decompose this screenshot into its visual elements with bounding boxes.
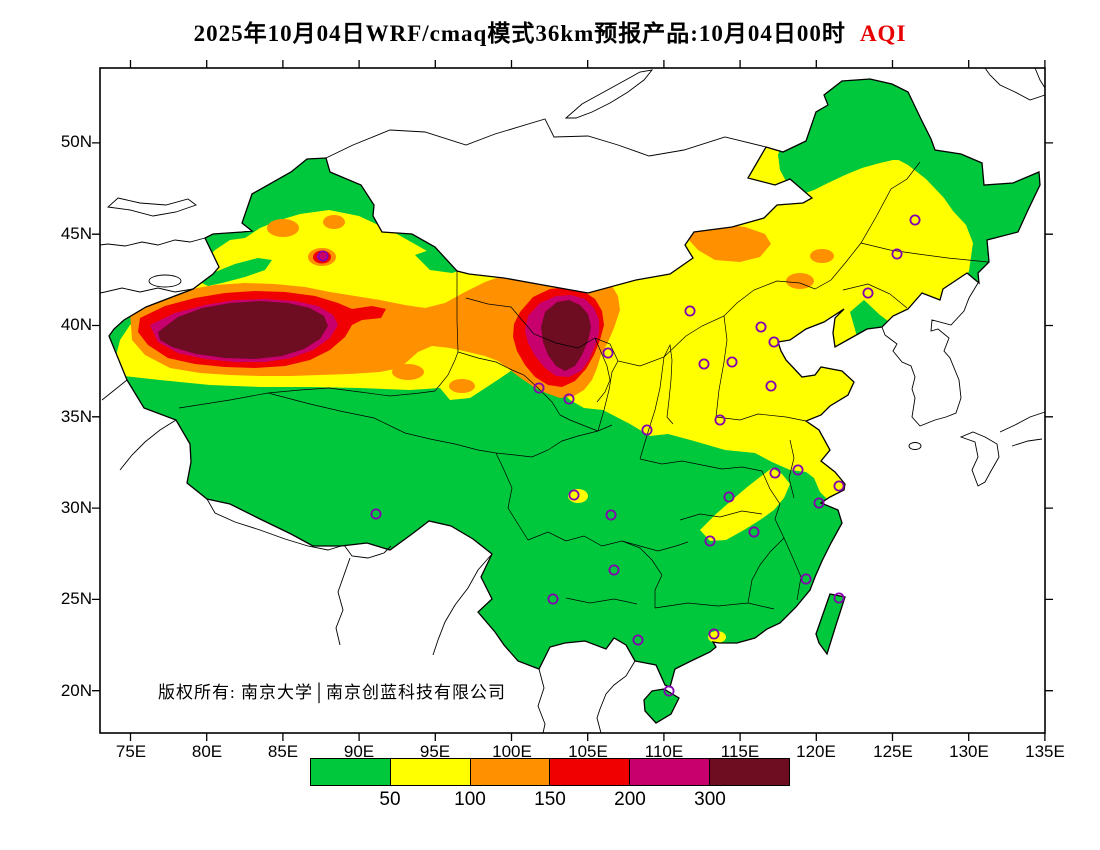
city-marker bbox=[605, 509, 617, 521]
city-marker bbox=[909, 214, 921, 226]
legend-cell-hazardous bbox=[709, 758, 790, 786]
legend-colorbar bbox=[310, 758, 790, 786]
legend-cell-unhealthy bbox=[549, 758, 631, 786]
city-marker bbox=[317, 250, 329, 262]
city-marker bbox=[769, 467, 781, 479]
lat-label-40n: 40N bbox=[60, 315, 92, 334]
city-marker bbox=[723, 491, 735, 503]
city-marker bbox=[714, 414, 726, 426]
city-marker bbox=[726, 356, 738, 368]
lon-label-95e: 95E bbox=[419, 742, 451, 761]
neighbor-borders bbox=[99, 67, 1046, 734]
legend-label-150: 150 bbox=[534, 789, 566, 810]
lat-label-35n: 35N bbox=[60, 407, 92, 426]
lon-label-80e: 80E bbox=[191, 742, 223, 761]
lon-label-115e: 115E bbox=[720, 742, 760, 761]
city-marker bbox=[704, 535, 716, 547]
city-marker bbox=[755, 321, 767, 333]
copyright-text: 版权所有: 南京大学│南京创蓝科技有限公司 bbox=[158, 683, 507, 702]
lat-label-25n: 25N bbox=[60, 589, 92, 608]
city-marker bbox=[608, 564, 620, 576]
city-marker bbox=[698, 358, 710, 370]
lat-label-50n: 50N bbox=[60, 132, 92, 151]
city-marker bbox=[833, 592, 845, 604]
lat-label-45n: 45N bbox=[60, 224, 92, 243]
lon-label-105e: 105E bbox=[568, 742, 608, 761]
jeju-island bbox=[908, 442, 922, 450]
city-marker bbox=[800, 573, 812, 585]
axis-ticks bbox=[92, 60, 1053, 741]
city-marker bbox=[708, 628, 720, 640]
province-borders bbox=[178, 161, 989, 610]
city-marker bbox=[632, 634, 644, 646]
lon-label-125e: 125E bbox=[873, 742, 913, 761]
lat-label-20n: 20N bbox=[60, 681, 92, 700]
city-marker bbox=[792, 464, 804, 476]
title-main: 2025年10月04日WRF/cmaq模式36km预报产品:10月04日00时 bbox=[193, 21, 846, 46]
city-marker bbox=[684, 305, 696, 317]
lon-label-85e: 85E bbox=[267, 742, 299, 761]
china-border bbox=[108, 78, 1041, 724]
city-marker bbox=[370, 508, 382, 520]
legend-label-200: 200 bbox=[614, 789, 646, 810]
lon-label-130e: 130E bbox=[949, 742, 989, 761]
city-marker bbox=[862, 287, 874, 299]
map-frame bbox=[99, 67, 1046, 734]
lon-label-110e: 110E bbox=[644, 742, 684, 761]
lake-issyk-kul bbox=[148, 274, 182, 288]
city-marker bbox=[641, 424, 653, 436]
city-marker bbox=[813, 497, 825, 509]
lat-label-30n: 30N bbox=[60, 498, 92, 517]
legend-cell-usg bbox=[469, 758, 551, 786]
city-marker bbox=[547, 593, 559, 605]
lon-label-100e: 100E bbox=[492, 742, 532, 761]
legend-label-50: 50 bbox=[379, 789, 401, 810]
city-marker bbox=[768, 336, 780, 348]
lon-label-120e: 120E bbox=[796, 742, 836, 761]
legend-cell-very-unhealthy bbox=[629, 758, 711, 786]
legend-cell-good bbox=[310, 758, 391, 786]
title-variable: AQI bbox=[859, 21, 907, 46]
legend-label-100: 100 bbox=[454, 789, 486, 810]
city-marker bbox=[563, 393, 575, 405]
lon-label-90e: 90E bbox=[343, 742, 375, 761]
city-marker bbox=[891, 248, 903, 260]
city-marker bbox=[568, 489, 580, 501]
aqi-region-hazardous bbox=[158, 300, 591, 371]
city-marker bbox=[748, 526, 760, 538]
lon-label-135e: 135E bbox=[1025, 742, 1065, 761]
city-markers bbox=[317, 214, 921, 697]
legend-cell-moderate bbox=[389, 758, 471, 786]
page-title: 2025年10月04日WRF/cmaq模式36km预报产品:10月04日00时 A… bbox=[0, 14, 1100, 48]
city-marker bbox=[663, 685, 675, 697]
city-marker bbox=[765, 380, 777, 392]
city-marker bbox=[833, 480, 845, 492]
lon-label-75e: 75E bbox=[115, 742, 147, 761]
city-marker bbox=[533, 382, 545, 394]
city-marker bbox=[602, 347, 614, 359]
legend-label-300: 300 bbox=[694, 789, 726, 810]
